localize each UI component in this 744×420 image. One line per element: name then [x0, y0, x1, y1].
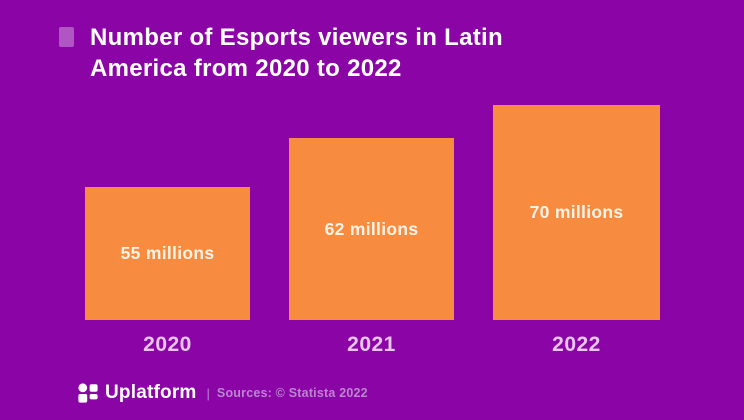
- bar-2022: 70 millions: [493, 105, 660, 320]
- bar-2022-value-label: 70 millions: [529, 202, 624, 222]
- bar-2021: 62 millions: [289, 138, 454, 320]
- footer-divider: |: [206, 385, 210, 401]
- x-axis-label-2020: 2020: [143, 333, 192, 356]
- chart-title-line1: Number of Esports viewers in Latin: [90, 24, 503, 51]
- bar-2020: 55 millions: [85, 187, 250, 320]
- uplatform-logo-icon: [78, 383, 98, 403]
- footer: Uplatform | Sources: © Statista 2022: [78, 381, 368, 405]
- bar-2021-value-label: 62 millions: [324, 218, 419, 239]
- bar-2020-value-label: 55 millions: [120, 243, 215, 263]
- x-axis-label-2022: 2022: [552, 333, 601, 356]
- chart-title: Number of Esports viewers in Latin Americ…: [90, 22, 650, 84]
- title-bullet-icon: [59, 27, 74, 47]
- brand-name: Uplatform: [105, 382, 197, 403]
- chart-title-line2: America from 2020 to 2022: [90, 55, 402, 82]
- sources-attribution: Sources: © Statista 2022: [216, 386, 368, 400]
- x-axis-label-2021: 2021: [347, 333, 396, 356]
